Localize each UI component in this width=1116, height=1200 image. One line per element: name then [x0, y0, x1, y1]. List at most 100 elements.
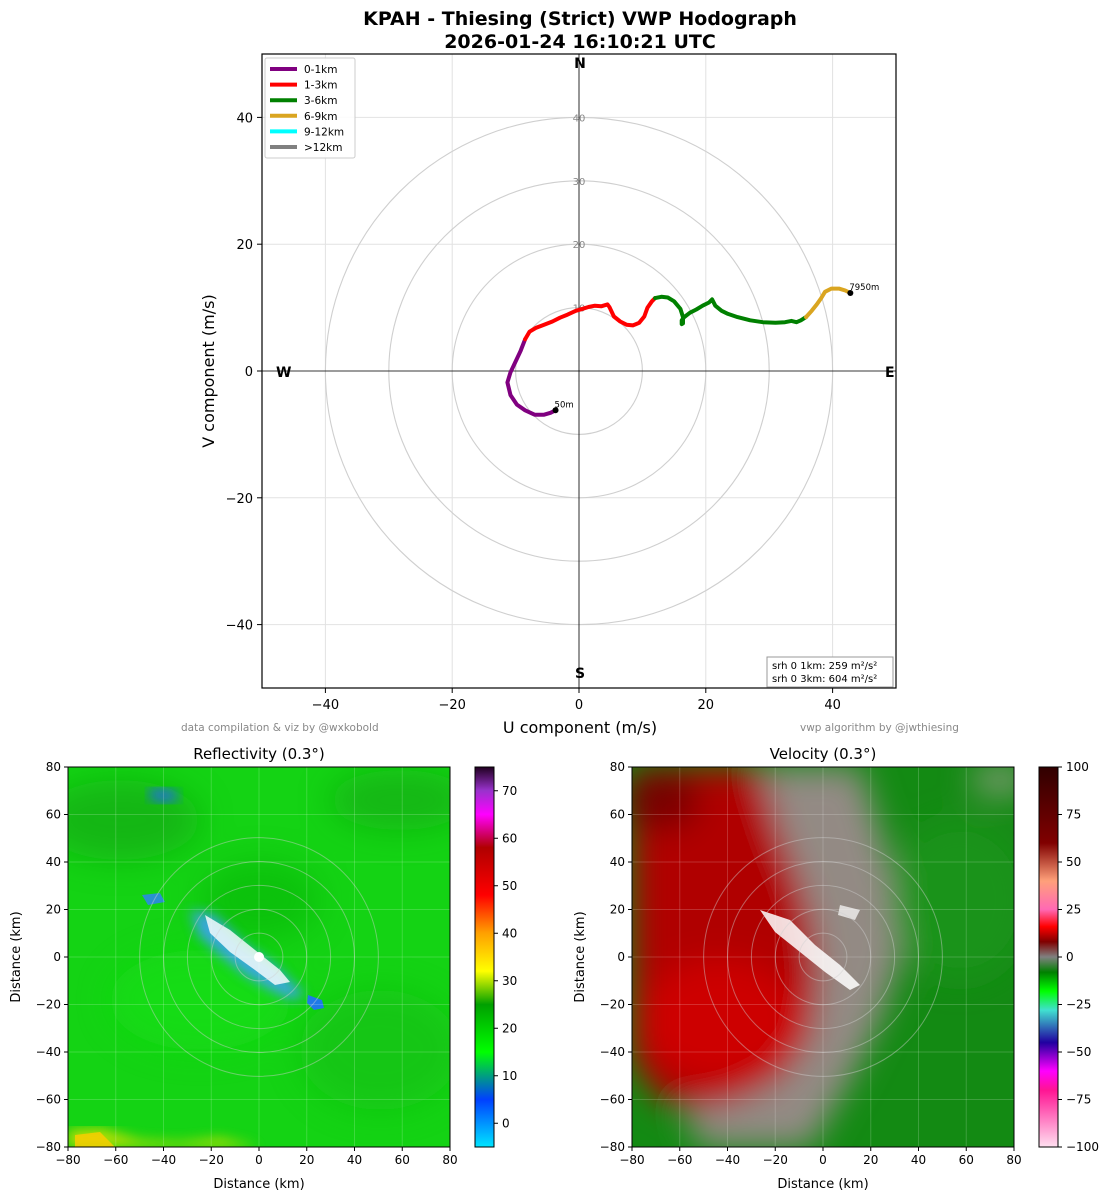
- colorbar-tick-label: 50: [1066, 855, 1081, 869]
- velocity-colorbar: −100 −75 −50 −25 0 25 50 75 100: [1038, 760, 1099, 1154]
- colorbar-tick-label: 75: [1066, 808, 1081, 822]
- y-tick-label: 0: [245, 365, 253, 380]
- range-ring: [703, 837, 943, 1077]
- colorbar-tick-label: −25: [1066, 998, 1091, 1012]
- velocity-echo-band: [760, 905, 860, 990]
- colorbar-tick-label: 60: [502, 831, 517, 845]
- x-tick-label: −80: [55, 1153, 80, 1167]
- y-tick-label: 40: [610, 855, 625, 869]
- y-tick-label: −20: [36, 998, 61, 1012]
- velocity-field: [632, 767, 1014, 1147]
- x-tick-label: 40: [911, 1153, 926, 1167]
- x-tick-label: −20: [763, 1153, 788, 1167]
- compass-south: S: [575, 666, 585, 682]
- y-tick-label: 60: [610, 808, 625, 822]
- velocity-ylabel: Distance (km): [573, 911, 588, 1002]
- x-tick-label: −40: [151, 1153, 176, 1167]
- compass-west: W: [276, 365, 291, 381]
- x-tick-label: 0: [255, 1153, 263, 1167]
- legend-label-9-12km: 9-12km: [304, 126, 344, 138]
- x-tick-label: 20: [698, 698, 715, 713]
- colorbar-tick-label: 0: [1066, 950, 1074, 964]
- legend-label-0-1km: 0-1km: [304, 64, 337, 76]
- height-marker: [552, 407, 559, 414]
- reflectivity-ylabel: Distance (km): [9, 911, 24, 1002]
- colorbar-tick-label: 40: [502, 926, 517, 940]
- colorbar-tick-label: 25: [1066, 903, 1081, 917]
- height-label: 7950m: [849, 283, 879, 293]
- reflectivity-colorbar-fill: [474, 766, 495, 1148]
- range-ring: [727, 861, 919, 1053]
- y-tick-label: −80: [600, 1140, 625, 1154]
- colorbar-tick-label: −50: [1066, 1045, 1091, 1059]
- y-tick-label: −40: [226, 619, 253, 634]
- reflectivity-clutter-bottom-left: [75, 1132, 115, 1147]
- hodograph-series: [505, 286, 853, 417]
- hodograph-legend: 0-1km 1-3km 3-6km 6-9km 9-12km >12km: [264, 57, 356, 159]
- legend-label->12km: >12km: [304, 142, 342, 154]
- range-ring: [186, 884, 332, 1030]
- colorbar-tick-label: 10: [502, 1069, 517, 1083]
- reflectivity-range-rings: [139, 837, 379, 1077]
- x-tick-label: 0: [819, 1153, 827, 1167]
- range-ring: [774, 908, 872, 1006]
- y-tick-label: 20: [610, 903, 625, 917]
- x-tick-label: 80: [1006, 1153, 1021, 1167]
- y-tick-label: 40: [46, 855, 61, 869]
- y-tick-label: −60: [600, 1093, 625, 1107]
- y-tick-label: −40: [36, 1045, 61, 1059]
- x-tick-label: −40: [312, 698, 339, 713]
- y-tick-label: 20: [236, 238, 253, 253]
- y-tick-label: −40: [600, 1045, 625, 1059]
- height-label: 50m: [555, 400, 574, 410]
- x-tick-label: 80: [442, 1153, 457, 1167]
- x-tick-label: 20: [299, 1153, 314, 1167]
- series-1-3km: [523, 296, 658, 342]
- colorbar-tick-label: 30: [502, 974, 517, 988]
- y-tick-label: −20: [226, 492, 253, 507]
- hodograph-center-axes: [262, 54, 896, 688]
- colorbar-tick-label: 50: [502, 879, 517, 893]
- hodograph-ticks: −40 −20 0 20 40 −40 −20 0 20 40: [226, 111, 841, 713]
- legend-label-3-6km: 3-6km: [304, 95, 337, 107]
- legend-label-6-9km: 6-9km: [304, 111, 337, 123]
- velocity-colorbar-fill: [1038, 766, 1059, 1148]
- reflectivity-xlabel: Distance (km): [213, 1177, 304, 1192]
- velocity-range-rings: [703, 837, 943, 1077]
- srh-0-1km: srh 0 1km: 259 m²/s²: [772, 661, 877, 672]
- hodograph-ylabel: V component (m/s): [199, 294, 218, 447]
- colorbar-tick-label: 20: [502, 1021, 517, 1035]
- y-tick-label: 20: [46, 903, 61, 917]
- series-3-6km: [653, 294, 808, 327]
- reflectivity-ground-clutter: [68, 1128, 260, 1147]
- x-tick-label: 0: [575, 698, 583, 713]
- velocity-texture: [632, 767, 1014, 1147]
- hodograph-frame: [261, 53, 897, 689]
- colorbar-tick-label: −100: [1066, 1140, 1099, 1154]
- y-tick-label: 80: [610, 760, 625, 774]
- range-ring: [163, 861, 355, 1053]
- x-tick-label: 40: [824, 698, 841, 713]
- reflectivity-colorbar: 0 10 20 30 40 50 60 70: [474, 766, 517, 1148]
- legend-label-1-3km: 1-3km: [304, 80, 337, 92]
- hodograph-annotations: 50m 7950m: [552, 283, 879, 414]
- colorbar-tick-label: 70: [502, 784, 517, 798]
- reflectivity-field: [68, 767, 450, 1147]
- x-tick-label: −20: [438, 698, 465, 713]
- srh-0-3km: srh 0 3km: 604 m²/s²: [772, 674, 877, 685]
- reflectivity-ticks: −80 −60 −40 −20 0 20 40 60 80 −80 −60 −40 −20 0 20 40 60…: [36, 760, 458, 1167]
- range-ring: [234, 932, 284, 982]
- x-tick-label: 40: [347, 1153, 362, 1167]
- reflectivity-echo-band: [142, 788, 324, 1010]
- height-marker: [847, 290, 854, 297]
- range-ring: [210, 908, 308, 1006]
- reflectivity-grid: [68, 767, 450, 1147]
- x-tick-label: 60: [959, 1153, 974, 1167]
- y-tick-label: −80: [36, 1140, 61, 1154]
- y-tick-label: 0: [617, 950, 625, 964]
- y-tick-label: 0: [53, 950, 61, 964]
- srh-box: [766, 656, 894, 688]
- y-tick-label: 60: [46, 808, 61, 822]
